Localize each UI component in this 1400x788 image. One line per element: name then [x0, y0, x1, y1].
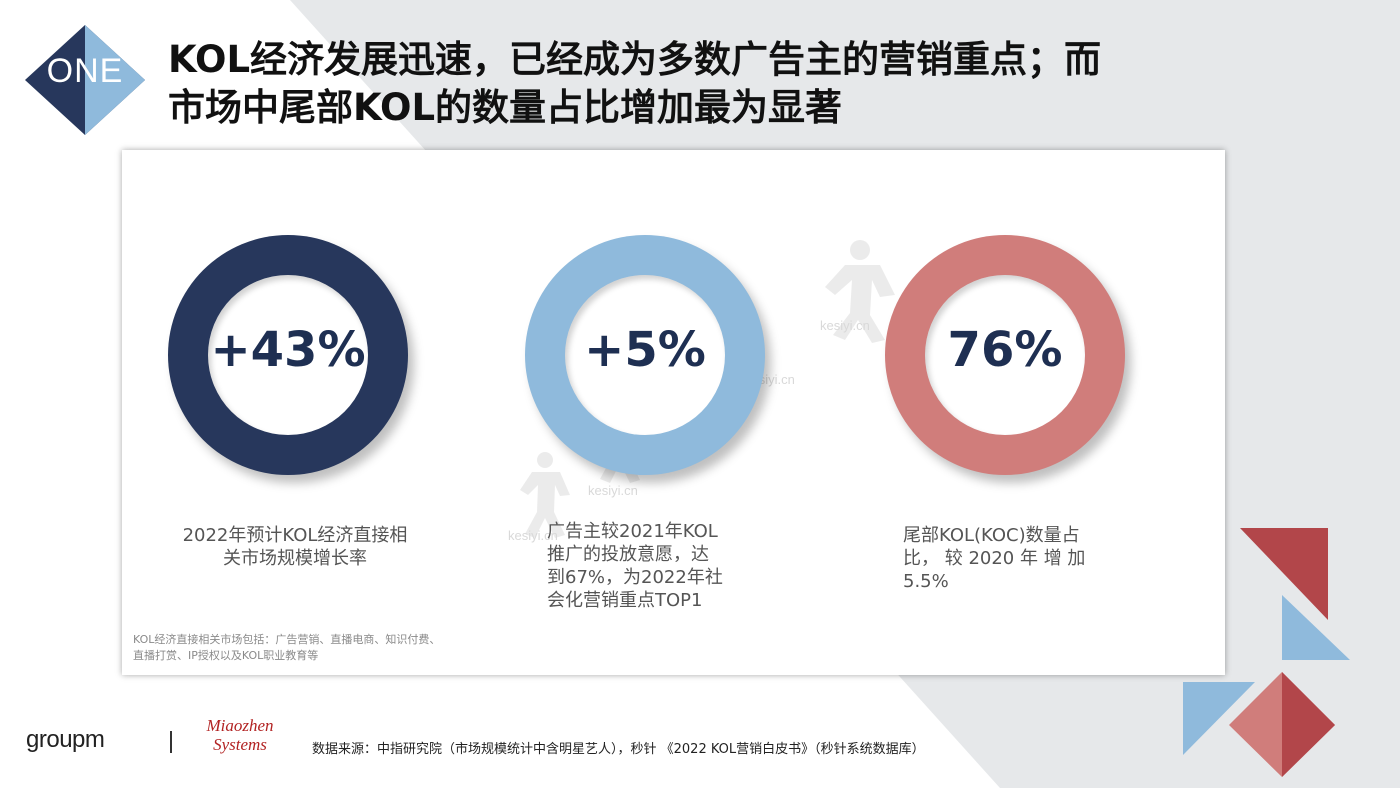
description-line: 会化营销重点TOP1: [547, 590, 703, 611]
stat-description-market-growth: 2022年预计KOL经济直接相 关市场规模增长率: [160, 524, 430, 570]
stat-description-tail-kol-share: 尾部KOL(KOC)数量占 比， 较 2020 年 增 加 5.5%: [903, 524, 1123, 593]
one-badge-text: ONE: [46, 52, 124, 90]
ring-chart-market-growth: [168, 235, 408, 475]
stat-value-tail-kol-share: 76%: [947, 322, 1063, 378]
watermark-text: kesiyi.cn: [588, 483, 638, 498]
description-line: 到67%，为2022年社: [547, 567, 723, 588]
footnote-line: 直播打赏、IP授权以及KOL职业教育等: [133, 649, 319, 662]
miaozhen-logo-line: Systems: [213, 735, 267, 754]
description-line: 5.5%: [903, 571, 949, 592]
title-line-2: 市场中尾部KOL的数量占比增加最为显著: [168, 86, 843, 129]
page-title: KOL经济发展迅速，已经成为多数广告主的营销重点；而 市场中尾部KOL的数量占比…: [168, 36, 1248, 132]
ring-chart-advertiser-willingness: [525, 235, 765, 475]
logo-divider: [170, 731, 172, 753]
watermark-figure-icon: [825, 240, 895, 343]
stat-value-advertiser-willingness: +5%: [584, 322, 706, 378]
ring-hole: [565, 275, 725, 435]
groupm-logo: groupm: [26, 726, 105, 753]
ring-chart-tail-kol-share: [885, 235, 1125, 475]
miaozhen-logo: Miaozhen Systems: [200, 716, 280, 754]
stat-description-advertiser-willingness: 广告主较2021年KOL 推广的投放意愿，达 到67%，为2022年社 会化营销…: [547, 520, 767, 612]
watermark-text: kesiyi.cn: [508, 528, 558, 543]
one-badge-diamond: [25, 25, 145, 135]
miaozhen-logo-line: Miaozhen: [206, 716, 274, 735]
decorative-triangles: [1183, 528, 1350, 777]
title-line-1: KOL经济发展迅速，已经成为多数广告主的营销重点；而: [168, 38, 1102, 81]
footnote: KOL经济直接相关市场包括：广告营销、直播电商、知识付费、 直播打赏、IP授权以…: [133, 632, 513, 664]
watermark-figure-icon: [520, 452, 570, 538]
ring-hole: [208, 275, 368, 435]
description-line: 2022年预计KOL经济直接相: [182, 525, 408, 546]
data-source: 数据来源：中指研究院（市场规模统计中含明星艺人），秒针 《2022 KOL营销白…: [312, 742, 925, 757]
stat-value-market-growth: +43%: [210, 322, 366, 378]
footnote-line: KOL经济直接相关市场包括：广告营销、直播电商、知识付费、: [133, 633, 441, 646]
description-line: 关市场规模增长率: [223, 548, 367, 569]
description-line: 推广的投放意愿，达: [547, 544, 709, 565]
watermark-text: kesiyi.cn: [820, 318, 870, 333]
ring-hole: [925, 275, 1085, 435]
description-line: 广告主较2021年KOL: [547, 521, 718, 542]
description-line: 比， 较 2020 年 增 加: [903, 548, 1086, 569]
description-line: 尾部KOL(KOC)数量占: [903, 525, 1080, 546]
